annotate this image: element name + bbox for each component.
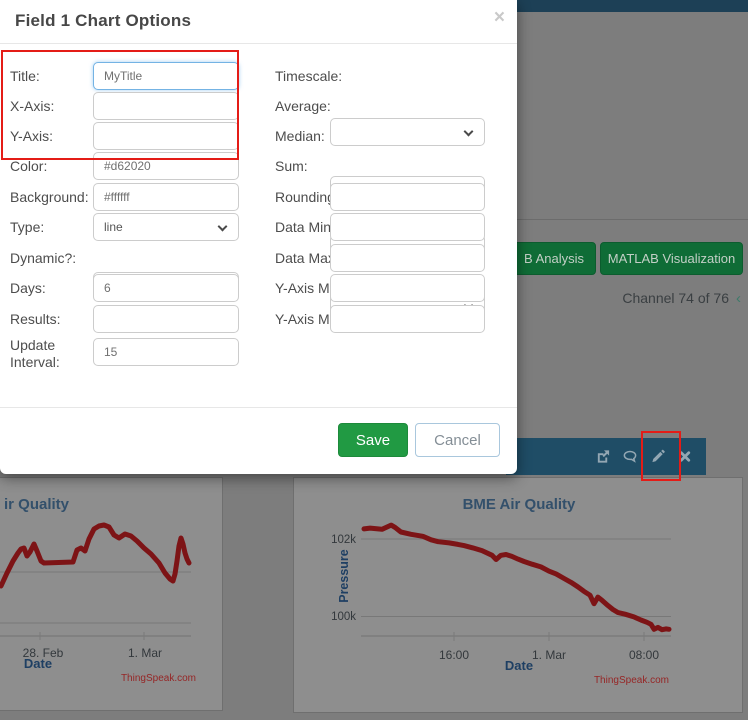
data-min-input[interactable] <box>330 213 485 241</box>
y-tick-102k: 102k <box>331 534 356 546</box>
previous-channel-chevron-icon[interactable]: ‹ <box>736 290 741 307</box>
color-input[interactable] <box>93 152 239 180</box>
field1-chart-options-dialog: Field 1 Chart Options × Title: X-Axis: Y… <box>0 0 517 474</box>
y-axis-min-label: Y-Axis Min: <box>275 280 345 296</box>
air-quality-chart: ir Quality 28. Feb 1. Mar Date ThingSpea… <box>0 496 196 684</box>
chart-card-left: ir Quality 28. Feb 1. Mar Date ThingSpea… <box>0 477 223 711</box>
x-axis-label-field: X-Axis: <box>10 98 55 114</box>
x-tick-16-00: 16:00 <box>439 648 469 662</box>
external-link-icon[interactable] <box>595 449 611 464</box>
timescale-select[interactable] <box>330 118 485 146</box>
type-select[interactable]: line <box>93 213 239 241</box>
y-axis-label: Pressure <box>337 549 351 603</box>
title-input[interactable] <box>93 62 239 90</box>
y-axis-min-input[interactable] <box>330 274 485 302</box>
y-tick-100k: 100k <box>331 611 356 623</box>
update-interval-input[interactable] <box>93 338 239 366</box>
matlab-visualization-button[interactable]: MATLAB Visualization <box>600 242 743 275</box>
x-axis-label: Date <box>505 658 533 673</box>
save-button-label: Save <box>355 431 391 449</box>
average-label: Average: <box>275 98 331 114</box>
chevron-down-icon <box>217 221 228 232</box>
annotation-rectangle-pencil <box>641 431 681 481</box>
update-interval-label: Update Interval: <box>10 337 60 370</box>
top-navbar <box>510 0 748 12</box>
x-tick-1-mar: 1. Mar <box>128 646 162 660</box>
background-label: Background: <box>10 189 89 205</box>
dynamic-label: Dynamic?: <box>10 250 77 266</box>
y-axis-max-input[interactable] <box>330 305 485 333</box>
x-axis-label: Date <box>24 656 52 671</box>
type-select-value: line <box>104 220 123 234</box>
channel-pagination: Channel 74 of 76 ‹ <box>622 290 741 307</box>
sum-label: Sum: <box>275 158 308 174</box>
background-input[interactable] <box>93 183 239 211</box>
matlab-visualization-label: MATLAB Visualization <box>607 251 736 266</box>
x-tick-28-feb: 28. Feb <box>23 646 64 660</box>
edit-pencil-icon[interactable] <box>650 449 666 464</box>
comment-icon[interactable] <box>622 449 638 464</box>
matlab-analysis-button[interactable]: B Analysis <box>512 242 596 275</box>
annotation-rectangle-axis-fields <box>1 50 239 160</box>
chart-card-bme-air-quality: BME Air Quality 102k 100k Pressure 16:00… <box>293 477 743 713</box>
data-max-label: Data Max: <box>275 250 339 266</box>
title-label: Title: <box>10 68 40 84</box>
results-label: Results: <box>10 311 61 327</box>
chart-panel-heading <box>506 438 706 475</box>
chart-title: ir Quality <box>4 496 70 513</box>
chart-title: BME Air Quality <box>463 496 576 513</box>
channel-pagination-label: Channel 74 of 76 <box>622 290 729 306</box>
y-axis-label-field: Y-Axis: <box>10 128 54 144</box>
cancel-button-label: Cancel <box>434 431 481 449</box>
section-divider <box>517 219 748 220</box>
dialog-title: Field 1 Chart Options <box>15 11 192 30</box>
x-tick-1-mar: 1. Mar <box>532 648 566 662</box>
bme-air-quality-chart: BME Air Quality 102k 100k Pressure 16:00… <box>331 496 672 686</box>
results-input[interactable] <box>93 305 239 333</box>
type-label: Type: <box>10 219 45 235</box>
rounding-label: Rounding: <box>275 189 339 205</box>
median-label: Median: <box>275 128 325 144</box>
close-panel-icon[interactable] <box>677 449 693 464</box>
y-axis-input[interactable] <box>93 122 239 150</box>
dialog-footer-divider <box>0 407 517 408</box>
data-max-input[interactable] <box>330 244 485 272</box>
cancel-button[interactable]: Cancel <box>415 423 500 457</box>
save-button[interactable]: Save <box>338 423 408 457</box>
days-label: Days: <box>10 280 46 296</box>
chevron-down-icon <box>463 126 474 137</box>
rounding-input[interactable] <box>330 183 485 211</box>
x-axis-input[interactable] <box>93 92 239 120</box>
dialog-header-divider <box>0 43 517 44</box>
color-label: Color: <box>10 158 48 174</box>
timescale-label: Timescale: <box>275 68 343 84</box>
x-tick-08-00: 08:00 <box>629 648 659 662</box>
thingspeak-watermark: ThingSpeak.com <box>594 675 669 686</box>
dialog-close-icon[interactable]: × <box>493 7 505 28</box>
matlab-analysis-label: B Analysis <box>524 251 584 266</box>
data-min-label: Data Min: <box>275 219 335 235</box>
days-input[interactable] <box>93 274 239 302</box>
thingspeak-watermark: ThingSpeak.com <box>121 673 196 684</box>
